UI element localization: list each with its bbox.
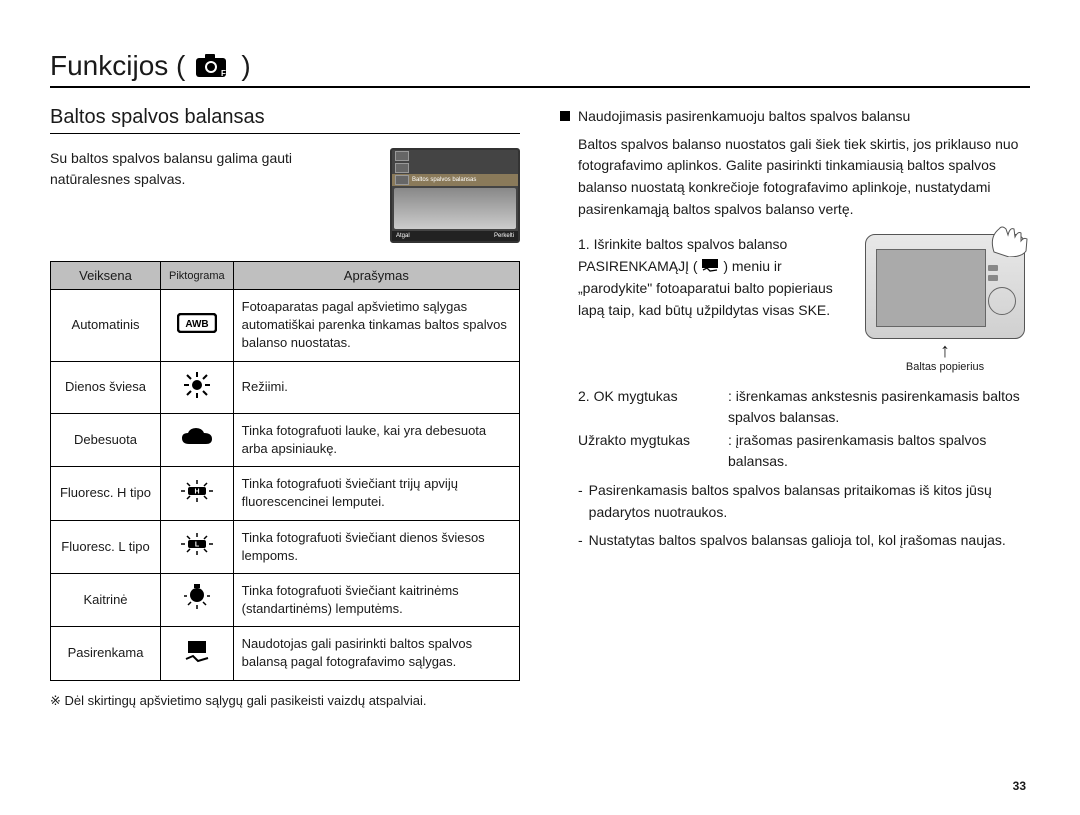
mode-cell: Debesuota [51,413,161,466]
step2b-label: Užrakto mygtukas [578,430,718,472]
icon-cell: H [161,467,234,520]
desc-cell: Režiimi. [233,361,519,413]
lcd-back: Atgal [396,233,410,239]
dash1: Pasirenkamasis baltos spalvos balansas p… [589,480,1030,523]
tungsten-icon [184,583,210,616]
dash2: Nustatytas baltos spalvos balansas galio… [589,530,1006,552]
mode-cell: Pasirenkama [51,627,161,680]
page-number: 33 [1013,779,1026,793]
square-bullet-icon [560,111,570,121]
page-title: Funkcijos ( Fn ) [50,50,1030,88]
daylight-icon [182,370,212,405]
th-desc: Aprašymas [233,262,519,290]
step2b-val: : įrašomas pasirenkamasis baltos spalvos… [728,430,1030,472]
custom-icon [183,639,211,668]
table-row: Automatinis AWB Fotoaparatas pagal apšviet… [51,290,520,362]
table-row: Dienos šviesa Režiimi. [51,361,520,413]
right-heading: Naudojimasis pasirenkamuoju baltos spalv… [578,106,910,128]
camera-caption: Baltas popierius [860,359,1030,376]
desc-cell: Tinka fotografuoti šviečiant kaitrinėms … [233,573,519,626]
hand-icon [984,217,1034,257]
icon-cell: AWB [161,290,234,362]
wb-table: Veiksena Piktograma Aprašymas Automatini… [50,261,520,681]
step1-text: 1. Išrinkite baltos spalvos balanso PASI… [578,234,846,376]
title-close: ) [241,50,250,82]
svg-text:L: L [195,542,200,549]
camera-fn-icon: Fn [195,53,231,79]
table-row: Pasirenkama Naudotojas gali pasirinkti ba… [51,627,520,680]
svg-text:Fn: Fn [221,69,231,78]
desc-cell: Fotoaparatas pagal apšvietimo sąlygas au… [233,290,519,362]
desc-cell: Naudotojas gali pasirinkti baltos spalvo… [233,627,519,680]
table-row: Kaitrinė Tinka fotografuoti šviečiant kai… [51,573,520,626]
title-text: Funkcijos ( [50,50,185,82]
th-icon: Piktograma [161,262,234,290]
custom-wb-icon [701,257,719,279]
th-mode: Veiksena [51,262,161,290]
mode-cell: Fluoresc. H tipo [51,467,161,520]
table-row: Debesuota Tinka fotografuoti lauke, kai y… [51,413,520,466]
icon-cell: L [161,520,234,573]
svg-text:H: H [194,488,199,495]
mode-cell: Automatinis [51,290,161,362]
fluo-l-icon: L [179,532,215,561]
icon-cell [161,413,234,466]
desc-cell: Tinka fotografuoti šviečiant dienos švie… [233,520,519,573]
intro-text: Su baltos spalvos balansu galima gauti n… [50,148,374,243]
fluo-h-icon: H [179,479,215,508]
step2-val: : išrenkamas ankstesnis pasirenkamasis b… [728,386,1030,428]
step2-label: 2. OK mygtukas [578,386,718,428]
svg-text:AWB: AWB [185,319,208,330]
camera-illustration: ↑ Baltas popierius [860,234,1030,376]
mode-cell: Dienos šviesa [51,361,161,413]
section-heading: Baltos spalvos balansas [50,106,520,134]
right-paragraph: Baltos spalvos balanso nuostatos gali ši… [578,134,1030,221]
icon-cell [161,627,234,680]
desc-cell: Tinka fotografuoti lauke, kai yra debesu… [233,413,519,466]
icon-cell [161,361,234,413]
lcd-preview: Baltos spalvos balansas Atgal Perkelti [390,148,520,243]
mode-cell: Kaitrinė [51,573,161,626]
table-row: Fluoresc. L tipo L Tinka fotografuoti švie… [51,520,520,573]
lcd-move: Perkelti [494,233,514,239]
footnote: ※ Dėl skirtingų apšvietimo sąlygų gali p… [50,691,520,711]
dash-icon: - [578,480,583,523]
cloudy-icon [180,426,214,453]
desc-cell: Tinka fotografuoti šviečiant trijų apvij… [233,467,519,520]
lcd-selected-label: Baltos spalvos balansas [412,177,476,183]
icon-cell [161,573,234,626]
dash-icon: - [578,530,583,552]
awb-icon: AWB [177,313,217,338]
table-row: Fluoresc. H tipo H Tinka fotografuoti švie… [51,467,520,520]
arrow-up-icon: ↑ [860,343,1030,359]
mode-cell: Fluoresc. L tipo [51,520,161,573]
